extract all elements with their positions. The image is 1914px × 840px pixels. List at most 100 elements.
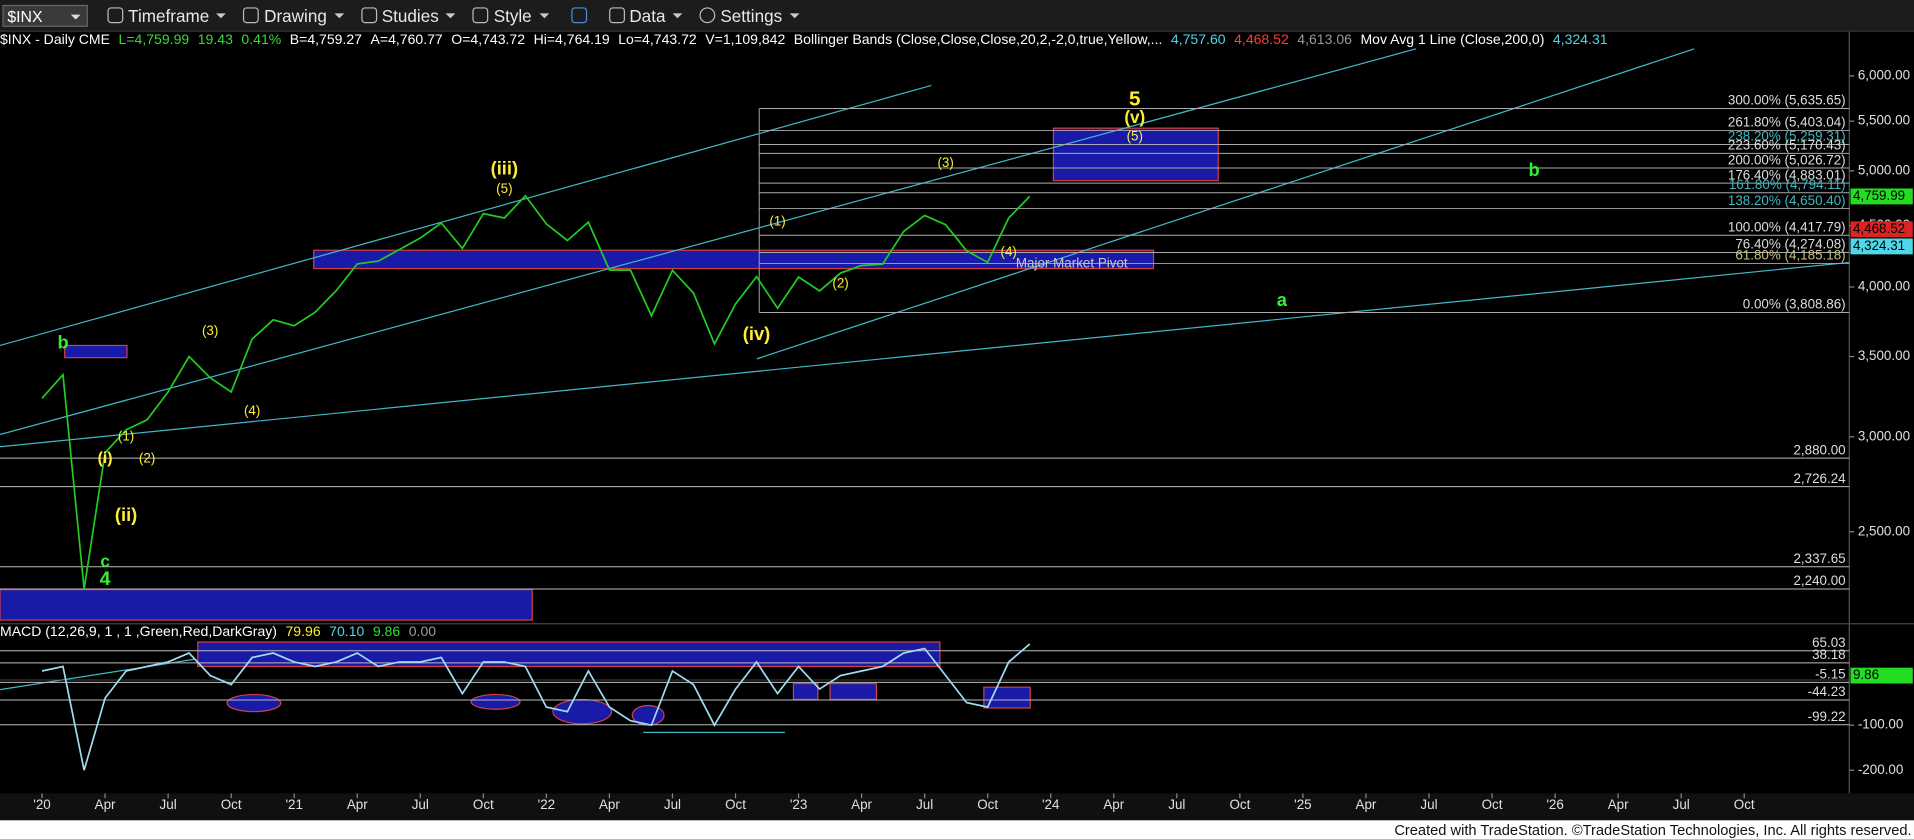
x-tick-label: Jul bbox=[1168, 797, 1185, 812]
x-tick-label: Oct bbox=[1482, 797, 1503, 812]
fib-label: 223.60% (5,170.43) bbox=[1728, 138, 1846, 153]
level-label: -5.15 bbox=[1815, 667, 1846, 682]
x-tick-label: Apr bbox=[347, 797, 368, 812]
level-label: 2,240.00 bbox=[1793, 573, 1845, 588]
macd-zone bbox=[983, 686, 1031, 709]
fib-label: 200.00% (5,026.72) bbox=[1728, 152, 1846, 167]
y-tick-label: -100.00 bbox=[1858, 717, 1903, 732]
x-tick-label: Oct bbox=[1734, 797, 1755, 812]
fib-label: 176.40% (4,883.01) bbox=[1728, 167, 1846, 182]
x-tick-label: Apr bbox=[1608, 797, 1629, 812]
price-line bbox=[41, 643, 1031, 771]
header-item: B=4,759.27 bbox=[289, 32, 362, 48]
y-tick-label: 3,500.00 bbox=[1858, 348, 1910, 363]
price-tag bbox=[1850, 667, 1913, 684]
header-item: Lo=4,743.72 bbox=[618, 32, 697, 48]
pivot-zone bbox=[313, 249, 1155, 270]
wave-label: (4) bbox=[1001, 244, 1017, 259]
x-tick-label: '25 bbox=[1294, 797, 1311, 812]
header-item: 0.00 bbox=[408, 624, 437, 640]
toolbar-label: Settings bbox=[720, 5, 783, 26]
level-label: 2,880.00 bbox=[1793, 442, 1845, 457]
price-header: $INX - Daily CME L=4,759.99 19.43 0.41% B=4,… bbox=[0, 33, 1608, 48]
toolbar-label: Timeframe bbox=[128, 5, 210, 26]
toolbar-button[interactable]: Settings bbox=[699, 5, 800, 26]
y-tick-label: 3,000.00 bbox=[1858, 428, 1910, 443]
wave-label: (i) bbox=[98, 450, 113, 467]
wave-label: Major Market Pivot bbox=[1016, 255, 1128, 270]
wave-label: (iii) bbox=[491, 158, 518, 179]
fib-label: 261.80% (5,403.04) bbox=[1728, 115, 1846, 130]
b-zone bbox=[64, 344, 128, 359]
trend-line bbox=[0, 48, 1417, 436]
level-label: 38.18 bbox=[1812, 647, 1846, 662]
layout-button[interactable] bbox=[570, 7, 592, 24]
wave-label: a bbox=[1277, 289, 1288, 310]
price-line bbox=[41, 194, 1031, 590]
x-tick-label: Apr bbox=[95, 797, 116, 812]
trend-line bbox=[0, 84, 932, 347]
x-tick-label: Jul bbox=[412, 797, 429, 812]
header-item: Mov Avg 1 Line (Close,200,0) bbox=[1360, 32, 1545, 48]
x-tick-label: Jul bbox=[1420, 797, 1437, 812]
price-tag bbox=[1850, 238, 1913, 255]
toolbar-button[interactable]: Drawing bbox=[243, 5, 344, 25]
header-item: 70.10 bbox=[329, 624, 365, 640]
wave-label: 4 bbox=[100, 568, 111, 590]
x-tick-label: Apr bbox=[599, 797, 620, 812]
header-item: MACD (12,26,9, 1 , 1 ,Green,Red,DarkGray… bbox=[0, 624, 277, 640]
x-tick-label: '26 bbox=[1546, 797, 1563, 812]
y-tick-label: 5,500.00 bbox=[1858, 113, 1910, 128]
x-tick-label: Oct bbox=[1229, 797, 1250, 812]
price-tag-label: 9.86 bbox=[1853, 667, 1879, 682]
level-label: 2,726.24 bbox=[1793, 471, 1846, 486]
wave-label: b bbox=[57, 331, 68, 352]
trend-line bbox=[0, 261, 1850, 448]
wave-label: (5) bbox=[496, 181, 512, 196]
x-tick-label: '24 bbox=[1042, 797, 1060, 812]
price-tag-label: 4,759.99 bbox=[1853, 188, 1905, 203]
fib-label: 238.20% (5,259.31) bbox=[1728, 129, 1846, 144]
x-tick-label: Oct bbox=[725, 797, 746, 812]
wave-label: (2) bbox=[139, 451, 155, 466]
x-axis-strip bbox=[0, 793, 1914, 821]
header-item: 4,757.60 bbox=[1170, 32, 1226, 48]
macd-ellipse bbox=[226, 693, 282, 713]
wave-label: (3) bbox=[937, 155, 953, 170]
footer: Created with TradeStation. ©TradeStation… bbox=[0, 820, 1914, 840]
wave-label: (v) bbox=[1124, 108, 1145, 127]
price-tag-label: 4,324.31 bbox=[1853, 238, 1905, 253]
macd-header: MACD (12,26,9, 1 , 1 ,Green,Red,DarkGray… bbox=[0, 625, 436, 640]
wave-label: (iv) bbox=[743, 323, 770, 344]
support-zone bbox=[0, 588, 533, 621]
toolbar-button[interactable]: Style bbox=[472, 5, 549, 25]
toolbar-button[interactable]: Studies bbox=[361, 5, 456, 25]
x-tick-label: '22 bbox=[538, 797, 555, 812]
x-tick-label: Apr bbox=[851, 797, 872, 812]
x-tick-label: Jul bbox=[916, 797, 933, 812]
header-item: 9.86 bbox=[372, 624, 401, 640]
header-item: 4,613.06 bbox=[1297, 32, 1352, 48]
wave-label: b bbox=[1528, 159, 1539, 180]
price-tag-label: 4,468.52 bbox=[1853, 221, 1905, 236]
x-tick-label: '23 bbox=[790, 797, 807, 812]
toolbar: $INX Timeframe Drawing Studies Style Dat… bbox=[0, 0, 1914, 32]
x-tick-label: Apr bbox=[1356, 797, 1377, 812]
header-item: Hi=4,764.19 bbox=[533, 32, 610, 48]
y-tick-label: 6,000.00 bbox=[1858, 67, 1910, 82]
header-item: $INX - Daily CME bbox=[0, 32, 110, 48]
header-item: 4,324.31 bbox=[1552, 32, 1608, 48]
price-tag bbox=[1850, 188, 1913, 205]
macd-zone bbox=[829, 682, 878, 701]
header-item: A=4,760.77 bbox=[370, 32, 443, 48]
symbol-input[interactable]: $INX bbox=[2, 4, 88, 27]
trend-line bbox=[0, 658, 196, 691]
toolbar-button[interactable]: Data bbox=[608, 5, 683, 25]
x-tick-label: Jul bbox=[664, 797, 681, 812]
macd-ellipse bbox=[470, 693, 521, 710]
header-item: 19.43 bbox=[197, 32, 233, 48]
toolbar-button[interactable]: Timeframe bbox=[107, 5, 227, 26]
wave-label: (4) bbox=[244, 403, 260, 418]
level-label: 65.03 bbox=[1812, 635, 1846, 650]
